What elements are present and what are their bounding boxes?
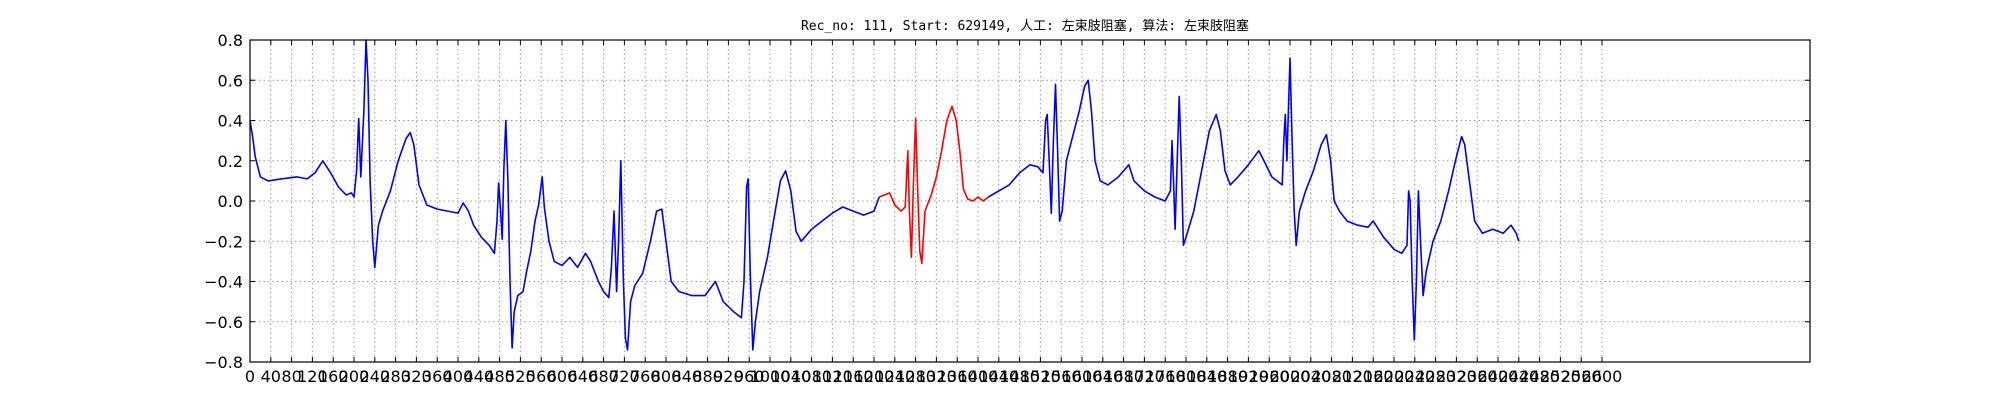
x-tick-label: 1960 (1249, 367, 1290, 386)
y-tick-label: 0.8 (218, 31, 243, 50)
y-tick-label: 0.6 (218, 71, 243, 90)
x-tick-label: 1800 (1166, 367, 1207, 386)
x-tick-label: 760 (630, 367, 661, 386)
x-tick-label: 2080 (1311, 367, 1352, 386)
x-tick-label: 1640 (1082, 367, 1123, 386)
x-tick-label: 2560 (1561, 367, 1602, 386)
x-tick-label: 840 (672, 367, 703, 386)
x-tick-label: 320 (401, 367, 432, 386)
x-tick-label: 360 (422, 367, 453, 386)
x-tick-label: 2320 (1436, 367, 1477, 386)
x-tick-label: 2520 (1540, 367, 1581, 386)
x-tick-label: 1280 (895, 367, 936, 386)
x-tick-label: 1680 (1103, 367, 1144, 386)
x-tick-label: 2000 (1270, 367, 1311, 386)
highlight-segment-line-1 (878, 105, 989, 265)
y-tick-label: −0.2 (204, 232, 243, 251)
x-tick-label: 720 (609, 367, 640, 386)
x-axis-ticks: 0 40 8012016020024028032036040044048052056… (245, 40, 1622, 386)
x-tick-label: 1240 (874, 367, 915, 386)
x-tick-label: 2160 (1353, 367, 1394, 386)
x-tick-label: 1400 (958, 367, 999, 386)
chart-title: Rec_no: 111, Start: 629149, 人工: 左束肢阻塞, 算… (801, 18, 1249, 34)
x-tick-label: 520 (505, 367, 536, 386)
x-tick-label: 0 (245, 367, 255, 386)
x-tick-label: 600 (547, 367, 578, 386)
x-tick-label: 1560 (1041, 367, 1082, 386)
x-tick-label: 1160 (833, 367, 874, 386)
x-tick-label: 880 (692, 367, 723, 386)
x-tick-label: 2440 (1498, 367, 1539, 386)
x-tick-label: 2600 (1582, 367, 1623, 386)
x-tick-label: 400 (443, 367, 474, 386)
x-tick-label: 2280 (1415, 367, 1456, 386)
x-tick-label: 800 (651, 367, 682, 386)
x-tick-label: 640 (568, 367, 599, 386)
y-tick-label: −0.6 (204, 313, 243, 332)
x-tick-label: 1600 (1062, 367, 1103, 386)
x-tick-label: 40 (261, 367, 281, 386)
x-tick-label: 1320 (916, 367, 957, 386)
x-tick-label: 200 (339, 367, 370, 386)
y-tick-label: 0.0 (218, 192, 243, 211)
x-tick-label: 560 (526, 367, 557, 386)
x-tick-label: 2200 (1374, 367, 1415, 386)
x-tick-label: 440 (464, 367, 495, 386)
x-tick-label: 1000 (750, 367, 791, 386)
x-tick-label: 480 (484, 367, 515, 386)
y-tick-label: −0.4 (204, 273, 243, 292)
x-tick-label: 280 (380, 367, 411, 386)
y-tick-label: −0.8 (204, 353, 243, 372)
x-tick-label: 120 (297, 367, 328, 386)
y-tick-label: 0.2 (218, 152, 243, 171)
x-tick-label: 1200 (854, 367, 895, 386)
x-tick-label: 1080 (791, 367, 832, 386)
x-tick-label: 1040 (770, 367, 811, 386)
y-tick-label: 0.4 (218, 112, 243, 131)
grid-lines (250, 40, 1810, 362)
signal-segment-line-2 (987, 57, 1520, 341)
x-tick-label: 1440 (978, 367, 1019, 386)
x-tick-label: 2120 (1332, 367, 1373, 386)
x-tick-label: 1360 (937, 367, 978, 386)
x-tick-label: 1840 (1186, 367, 1227, 386)
x-tick-label: 80 (281, 367, 301, 386)
x-tick-label: 1880 (1207, 367, 1248, 386)
x-tick-label: 680 (588, 367, 619, 386)
x-tick-label: 240 (360, 367, 391, 386)
x-tick-label: 960 (734, 367, 765, 386)
x-tick-label: 920 (713, 367, 744, 386)
x-tick-label: 2040 (1290, 367, 1331, 386)
x-tick-label: 1520 (1020, 367, 1061, 386)
x-tick-label: 1920 (1228, 367, 1269, 386)
x-tick-label: 160 (318, 367, 349, 386)
x-tick-label: 1120 (812, 367, 853, 386)
x-tick-label: 2240 (1394, 367, 1435, 386)
x-tick-label: 2400 (1478, 367, 1519, 386)
x-tick-label: 2360 (1457, 367, 1498, 386)
x-tick-label: 2480 (1519, 367, 1560, 386)
y-axis-ticks: −0.8 −0.6 −0.4 −0.2 0.0 0.2 0.4 0.6 0.8 (204, 31, 1810, 372)
signal-segment-line-0 (249, 39, 880, 351)
x-tick-label: 1760 (1145, 367, 1186, 386)
x-tick-label: 1720 (1124, 367, 1165, 386)
x-tick-label: 1480 (999, 367, 1040, 386)
signal-traces (249, 39, 1520, 351)
